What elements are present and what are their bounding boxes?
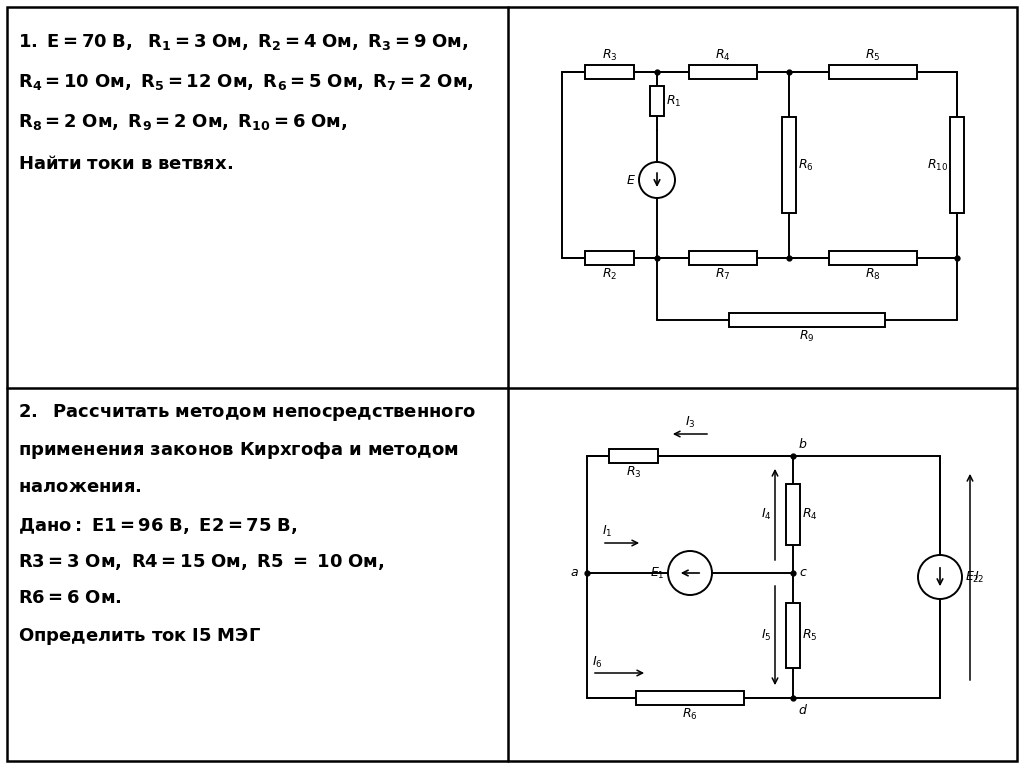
Text: $\mathbf{применения\ законов\ Кирхгофа\ и\ методом}$: $\mathbf{применения\ законов\ Кирхгофа\ … <box>18 440 459 461</box>
Text: $I_2$: $I_2$ <box>974 569 984 584</box>
Text: $d$: $d$ <box>798 703 808 717</box>
Bar <box>637 691 743 705</box>
Bar <box>585 251 634 265</box>
Text: $c$: $c$ <box>799 567 808 580</box>
Text: $I_3$: $I_3$ <box>685 415 695 430</box>
Text: $R_4$: $R_4$ <box>715 48 731 63</box>
Bar <box>786 603 800 668</box>
Bar <box>786 484 800 545</box>
Bar <box>829 251 916 265</box>
Circle shape <box>668 551 712 595</box>
Text: $R_6$: $R_6$ <box>798 157 814 173</box>
Text: $I_1$: $I_1$ <box>602 524 612 539</box>
Text: $I_5$: $I_5$ <box>762 627 772 643</box>
Text: $R_5$: $R_5$ <box>865 48 881 63</box>
Text: $I_6$: $I_6$ <box>592 655 603 670</box>
Bar <box>585 65 634 79</box>
Text: $R_7$: $R_7$ <box>715 267 731 282</box>
Text: $\mathbf{R_8{=}2\ Ом,\ R_9{=}2\ Ом,\ R_{10}{=}6\ Ом,}$: $\mathbf{R_8{=}2\ Ом,\ R_9{=}2\ Ом,\ R_{… <box>18 112 347 132</box>
Text: $R_5$: $R_5$ <box>802 628 817 643</box>
Text: $a$: $a$ <box>570 567 579 580</box>
Circle shape <box>918 555 962 599</box>
Text: $R_1$: $R_1$ <box>666 94 681 108</box>
Bar <box>609 449 657 463</box>
Text: $E_1$: $E_1$ <box>650 565 665 581</box>
Text: $\mathbf{Дано:\ E1{=}96\ В,\ E2{=}75\ В,}$: $\mathbf{Дано:\ E1{=}96\ В,\ E2{=}75\ В,… <box>18 516 297 536</box>
Text: $b$: $b$ <box>798 437 807 451</box>
Text: $\mathbf{R6{=}6\ Ом.}$: $\mathbf{R6{=}6\ Ом.}$ <box>18 589 122 607</box>
Text: $R_4$: $R_4$ <box>802 507 818 522</box>
Text: $\mathbf{R_4{=}10\ Ом,\ R_5{=}12\ Ом,\ R_6{=}5\ Ом,\ R_7{=}2\ Ом,}$: $\mathbf{R_4{=}10\ Ом,\ R_5{=}12\ Ом,\ R… <box>18 72 474 92</box>
Bar <box>729 313 885 327</box>
Bar <box>689 251 758 265</box>
Text: $\mathbf{R3{=}3\ Ом,\ R4{=}15\ Ом,\ R5\ {=}\ 10\ Ом,}$: $\mathbf{R3{=}3\ Ом,\ R4{=}15\ Ом,\ R5\ … <box>18 552 385 572</box>
Text: $R_8$: $R_8$ <box>865 267 881 282</box>
Bar <box>689 65 758 79</box>
Text: $E_2$: $E_2$ <box>965 569 980 584</box>
Text: $\mathbf{Найти\ токи\ в\ ветвях.}$: $\mathbf{Найти\ токи\ в\ ветвях.}$ <box>18 155 233 173</box>
Text: $I_4$: $I_4$ <box>761 506 772 521</box>
Bar <box>650 86 664 116</box>
Text: $R_6$: $R_6$ <box>682 707 697 722</box>
Text: $R_3$: $R_3$ <box>602 48 617 63</box>
Text: $\mathbf{наложения.}$: $\mathbf{наложения.}$ <box>18 478 142 496</box>
Bar <box>950 117 964 214</box>
Text: $\mathbf{2.\ \ Рассчитать\ методом\ непосредственного}$: $\mathbf{2.\ \ Рассчитать\ методом\ непо… <box>18 402 476 423</box>
Text: $R_3$: $R_3$ <box>626 465 641 480</box>
Text: $R_2$: $R_2$ <box>602 267 617 282</box>
Text: $R_{10}$: $R_{10}$ <box>927 157 948 173</box>
Text: $\mathbf{Определить\ ток\ I5\ МЭГ}$: $\mathbf{Определить\ ток\ I5\ МЭГ}$ <box>18 626 261 647</box>
Bar <box>829 65 916 79</box>
Bar <box>782 117 796 214</box>
Circle shape <box>639 162 675 198</box>
Text: $\mathbf{1.\ E{=}70\ В,\ \ R_1{=}3\ Ом,\ R_2{=}4\ Ом,\ R_3{=}9\ Ом,}$: $\mathbf{1.\ E{=}70\ В,\ \ R_1{=}3\ Ом,\… <box>18 32 468 52</box>
Text: $R_9$: $R_9$ <box>799 329 815 344</box>
Text: $E$: $E$ <box>626 174 636 187</box>
